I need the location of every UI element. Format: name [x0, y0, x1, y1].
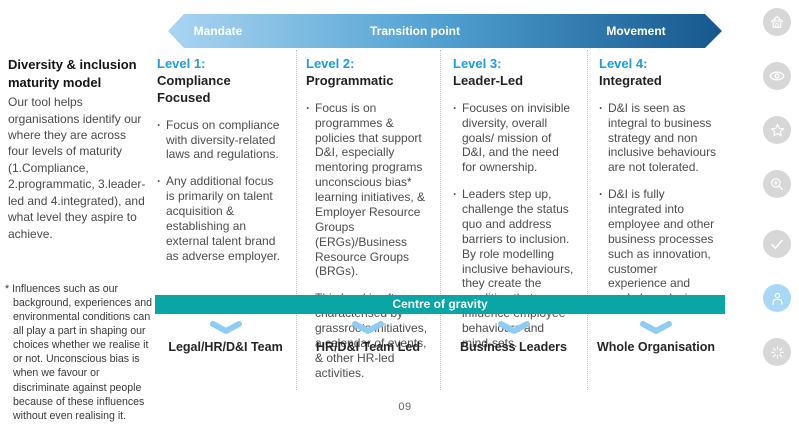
burst-icon	[770, 345, 784, 359]
team-label: HR/D&I Team Led	[316, 340, 420, 354]
column-divider	[587, 50, 588, 390]
chevron-row	[155, 321, 725, 335]
person-icon	[772, 292, 782, 305]
chevron-down-icon	[209, 321, 242, 334]
eye-icon	[769, 71, 785, 81]
chevron-down-icon	[640, 321, 672, 334]
team-row: Legal/HR/D&I Team HR/D&I Team Led Busine…	[155, 340, 725, 354]
level-3-heading: Level 3:	[453, 56, 502, 71]
chevron-down-icon	[352, 321, 384, 334]
model-description: Our tool helps organisations identify ou…	[8, 95, 146, 241]
level-3-bullet: Focuses on invisible diversity, overall …	[453, 101, 575, 175]
level-1-bullet: Any additional focus is primarily on tal…	[157, 174, 284, 263]
profile-button[interactable]	[763, 284, 791, 312]
stage-label-mandate: Mandate	[193, 24, 243, 38]
stage-label-movement: Movement	[606, 24, 666, 38]
stage-label-transition: Transition point	[370, 24, 460, 38]
level-2-bullet: Focus is on programmes & policies that s…	[306, 101, 428, 280]
level-4-title: Integrated	[599, 72, 662, 88]
level-3-title: Leader-Led	[453, 72, 524, 88]
centre-of-gravity-bar: Centre of gravity	[155, 295, 725, 314]
level-4-column: Level 4: Integrated D&I is seen as integ…	[587, 56, 725, 393]
sidebar: Diversity & inclusion maturity model Our…	[8, 56, 150, 242]
banner-arrow-shape	[168, 14, 722, 48]
level-4-heading: Level 4:	[599, 56, 648, 71]
check-button[interactable]	[763, 230, 791, 258]
view-button[interactable]	[763, 62, 791, 90]
team-label: Whole Organisation	[596, 340, 716, 354]
level-1-column: Level 1: Compliance Focused Focus on com…	[155, 56, 296, 393]
star-icon	[770, 123, 784, 136]
level-2-column: Level 2: Programmatic Focus is on progra…	[296, 56, 440, 393]
zoom-button[interactable]	[763, 170, 791, 198]
zoom-in-icon	[771, 178, 783, 190]
level-1-title: Compliance Focused	[157, 72, 231, 105]
level-2-title: Programmatic	[306, 72, 394, 88]
level-1-bullet: Focus on compliance with diversity-relat…	[157, 118, 284, 163]
page-number: 09	[398, 401, 412, 413]
team-label: Business Leaders	[460, 340, 567, 354]
home-icon	[770, 16, 784, 28]
page-title: Diversity & inclusion maturity model	[8, 57, 137, 90]
chevron-down-icon	[497, 321, 530, 334]
favorite-button[interactable]	[763, 116, 791, 144]
home-button[interactable]	[763, 8, 791, 36]
level-2-heading: Level 2:	[306, 56, 355, 71]
column-divider	[440, 50, 441, 390]
level-1-heading: Level 1:	[157, 56, 206, 71]
column-divider	[296, 50, 297, 390]
level-4-bullet: D&I is seen as integral to business stra…	[599, 101, 719, 175]
footnote: * Influences such as our background, exp…	[5, 283, 152, 422]
refresh-button[interactable]	[763, 338, 791, 366]
level-4-bullet: D&I is fully integrated into employee an…	[599, 187, 719, 306]
check-icon	[771, 239, 783, 249]
team-label: Legal/HR/D&I Team	[168, 340, 283, 354]
stage-banner: Mandate Transition point Movement	[168, 14, 722, 48]
